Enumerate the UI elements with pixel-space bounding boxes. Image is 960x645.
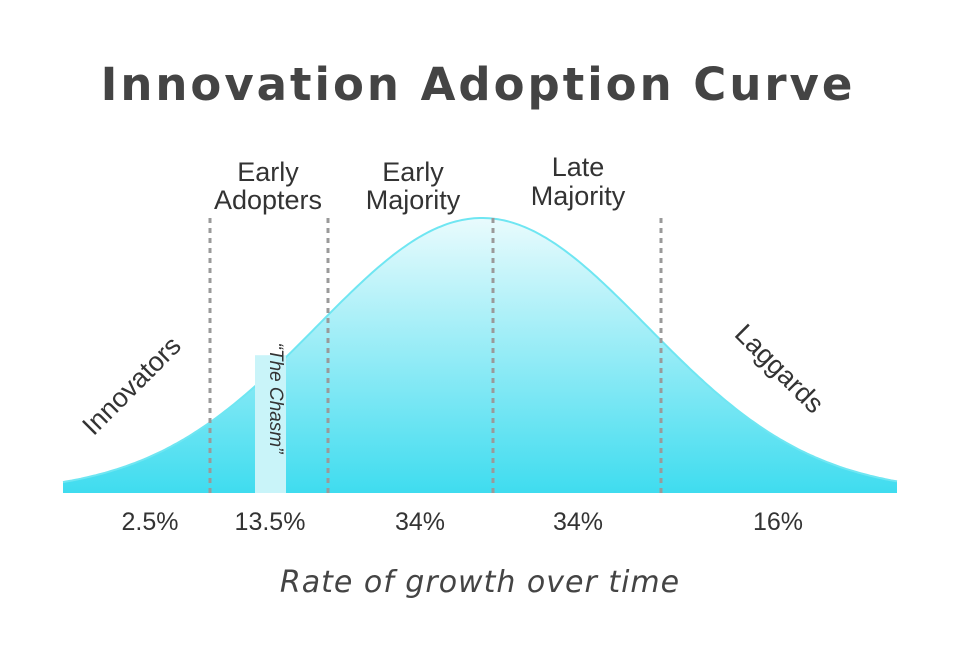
label-early-adopters-line1: Early <box>237 157 299 187</box>
label-laggards: Laggards <box>729 318 830 419</box>
percent-early-adopters: 13.5% <box>235 508 306 536</box>
page-title: Innovation Adoption Curve <box>101 58 856 111</box>
label-early-majority-line2: Majority <box>366 185 461 215</box>
x-axis-label: Rate of growth over time <box>280 565 680 600</box>
label-early-adopters-line2: Adopters <box>214 185 322 215</box>
percent-early-majority: 34% <box>395 508 445 536</box>
bell-curve-outline <box>62 217 898 484</box>
label-the-chasm: “The Chasm” <box>265 343 286 456</box>
label-early-majority-line1: Early <box>382 157 444 187</box>
percent-innovators: 2.5% <box>122 508 179 536</box>
label-innovators: Innovators <box>76 330 186 440</box>
chasm-gap <box>255 355 286 493</box>
percent-laggards: 16% <box>753 508 803 536</box>
percent-late-majority: 34% <box>553 508 603 536</box>
label-late-majority-line2: Majority <box>531 181 626 211</box>
label-late-majority-line1: Late <box>552 152 605 182</box>
